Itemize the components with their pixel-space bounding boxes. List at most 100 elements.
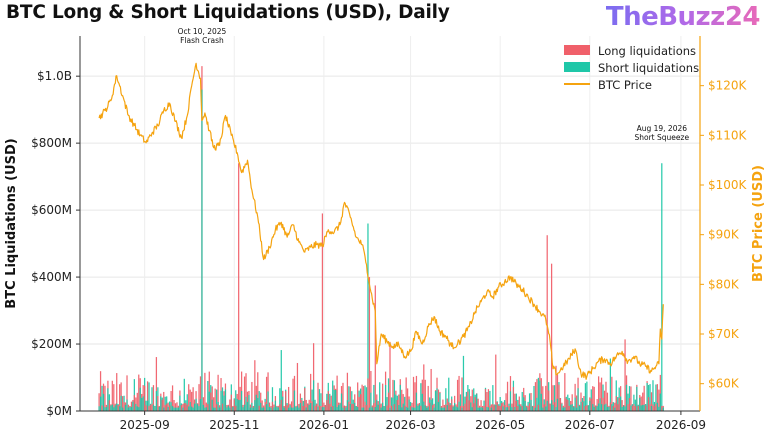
long-liquidation-bar bbox=[649, 404, 651, 411]
long-liquidation-bar bbox=[265, 376, 268, 411]
short-liquidation-bar bbox=[421, 393, 423, 411]
long-liquidation-bar bbox=[239, 386, 241, 411]
short-liquidation-bar bbox=[446, 405, 448, 411]
long-liquidation-bar bbox=[658, 389, 660, 411]
long-liquidation-bar bbox=[409, 405, 412, 411]
short-liquidation-bar bbox=[124, 404, 127, 411]
short-liquidation-bar bbox=[468, 389, 470, 411]
long-liquidation-bar bbox=[168, 405, 171, 411]
short-liquidation-bar bbox=[455, 406, 457, 411]
short-liquidation-bar bbox=[329, 393, 331, 411]
short-liquidation-bar bbox=[456, 407, 459, 411]
long-liquidation-bar bbox=[167, 402, 169, 411]
short-liquidation-bar bbox=[420, 383, 422, 411]
short-liquidation-bar bbox=[308, 404, 310, 411]
short-liquidation-bar bbox=[105, 407, 108, 411]
long-liquidation-bar bbox=[148, 405, 150, 411]
short-liquidation-bar bbox=[540, 393, 542, 411]
long-liquidation-bar bbox=[446, 398, 448, 411]
long-liquidation-bar bbox=[451, 399, 453, 411]
x-tick-label: 2025-09 bbox=[120, 418, 170, 432]
short-liquidation-bar bbox=[514, 407, 516, 411]
short-liquidation-bar bbox=[433, 407, 435, 411]
long-liquidation-bar bbox=[217, 374, 219, 411]
long-liquidation-bar bbox=[396, 399, 398, 411]
long-liquidation-bar bbox=[586, 405, 588, 411]
long-liquidation-bar bbox=[151, 403, 153, 411]
long-liquidation-bar bbox=[317, 382, 319, 411]
long-liquidation-bar bbox=[505, 393, 507, 411]
short-liquidation-bar bbox=[240, 390, 243, 411]
short-liquidation-bar bbox=[235, 390, 237, 411]
short-liquidation-bar bbox=[346, 400, 349, 411]
long-liquidation-bar bbox=[546, 235, 548, 411]
long-liquidation-bar bbox=[553, 402, 556, 411]
long-liquidation-bar bbox=[647, 397, 650, 411]
short-liquidation-bar bbox=[176, 407, 178, 411]
long-liquidation-bar bbox=[138, 374, 140, 411]
short-liquidation-bar bbox=[528, 393, 531, 411]
long-liquidation-bar bbox=[515, 400, 517, 411]
long-liquidation-bar bbox=[484, 389, 487, 411]
short-liquidation-bar bbox=[374, 407, 376, 411]
short-liquidation-bar bbox=[113, 407, 115, 411]
short-liquidation-bar bbox=[195, 398, 197, 411]
long-liquidation-bar bbox=[631, 405, 634, 411]
long-liquidation-bar bbox=[211, 386, 213, 411]
long-liquidation-bar bbox=[521, 405, 523, 411]
short-liquidation-bar bbox=[335, 390, 337, 411]
short-liquidation-bar bbox=[127, 407, 130, 411]
long-liquidation-bar bbox=[318, 405, 321, 411]
short-liquidation-bar bbox=[362, 407, 365, 411]
short-liquidation-bar bbox=[571, 404, 573, 411]
short-liquidation-bar bbox=[224, 389, 227, 411]
short-liquidation-bar bbox=[426, 407, 428, 411]
long-liquidation-bar bbox=[574, 383, 576, 411]
long-liquidation-bar bbox=[348, 401, 350, 411]
short-liquidation-bar bbox=[217, 401, 219, 411]
long-liquidation-bar bbox=[404, 405, 406, 411]
short-liquidation-bar bbox=[593, 406, 595, 411]
short-liquidation-bar bbox=[452, 406, 454, 411]
long-liquidation-bar bbox=[477, 398, 479, 411]
long-liquidation-bar bbox=[349, 386, 351, 411]
short-liquidation-bar bbox=[414, 407, 416, 411]
short-liquidation-bar bbox=[608, 406, 610, 411]
short-liquidation-bar bbox=[138, 407, 140, 411]
short-liquidation-bar bbox=[193, 403, 196, 411]
long-liquidation-bar bbox=[111, 380, 113, 411]
long-liquidation-bar bbox=[230, 394, 232, 411]
short-liquidation-bar bbox=[376, 399, 378, 411]
y-tick-label: $600M bbox=[31, 203, 72, 217]
short-liquidation-bar bbox=[183, 378, 185, 411]
short-liquidation-bar bbox=[242, 407, 244, 411]
long-liquidation-bar bbox=[192, 387, 194, 411]
long-liquidation-bar bbox=[145, 405, 147, 411]
y2-axis-title: BTC Price (USD) bbox=[751, 165, 766, 282]
short-liquidation-bar bbox=[511, 407, 513, 411]
long-liquidation-bar bbox=[492, 404, 494, 411]
long-liquidation-bar bbox=[558, 384, 560, 411]
short-liquidation-bar bbox=[257, 397, 259, 411]
short-liquidation-bar bbox=[164, 396, 166, 411]
short-liquidation-bar bbox=[296, 405, 299, 411]
short-liquidation-bar bbox=[201, 89, 203, 412]
long-liquidation-bar bbox=[268, 402, 271, 411]
long-liquidation-bar bbox=[534, 382, 537, 411]
short-liquidation-bar bbox=[639, 397, 641, 411]
long-liquidation-bar bbox=[389, 341, 391, 411]
short-liquidation-bar bbox=[586, 381, 588, 411]
long-liquidation-bar bbox=[113, 384, 115, 411]
short-liquidation-bar bbox=[226, 407, 228, 411]
short-liquidation-bar bbox=[302, 400, 304, 411]
short-liquidation-bar bbox=[584, 383, 587, 411]
short-liquidation-bar bbox=[251, 402, 253, 411]
short-liquidation-bar bbox=[405, 406, 407, 411]
short-liquidation-bar bbox=[656, 402, 659, 411]
short-liquidation-bar bbox=[267, 391, 269, 411]
long-liquidation-bar bbox=[99, 371, 102, 411]
long-liquidation-bar bbox=[208, 371, 210, 411]
short-liquidation-bar bbox=[408, 399, 410, 411]
short-liquidation-bar bbox=[260, 402, 262, 411]
short-liquidation-bar bbox=[268, 407, 271, 411]
